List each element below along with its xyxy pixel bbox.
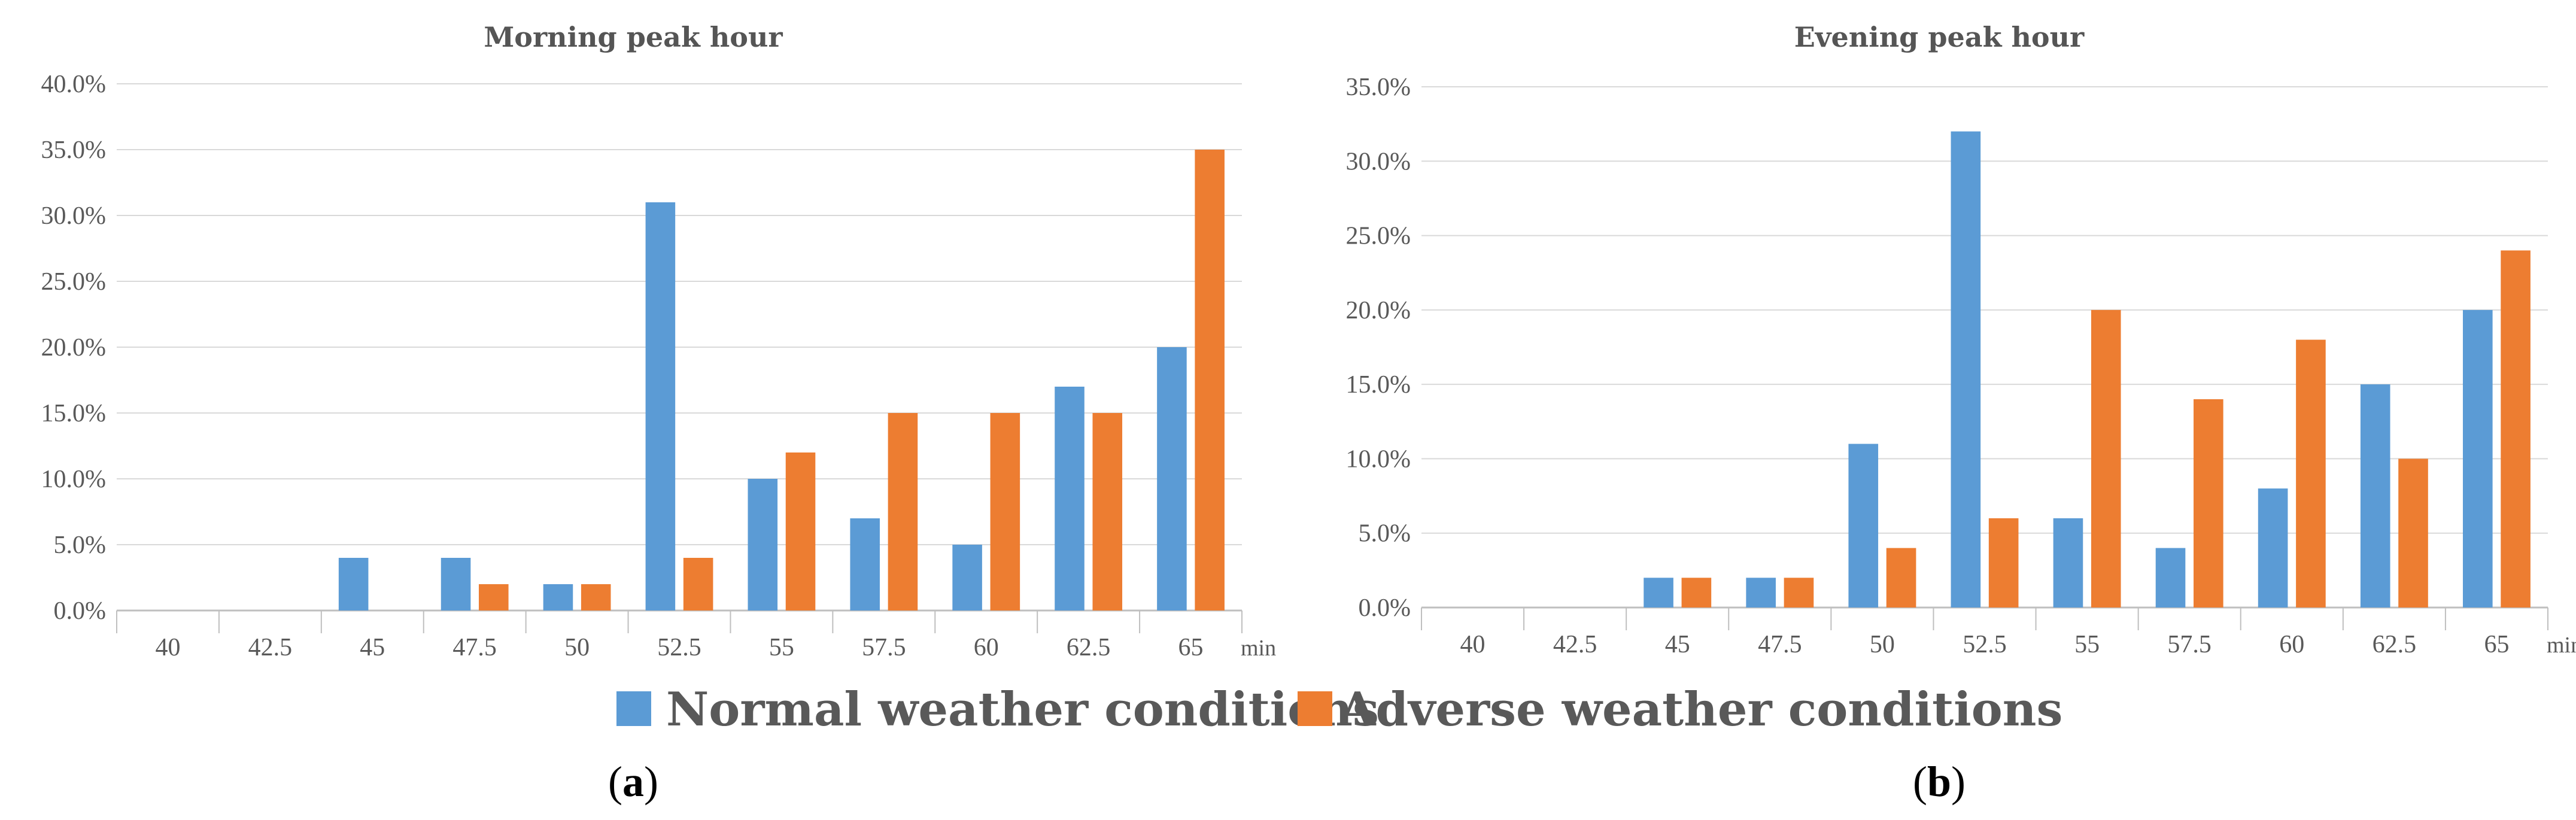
y-tick-label: 5.0% [1359, 520, 1411, 548]
bar-adverse-45 [1681, 578, 1712, 608]
bar-adverse-55 [2091, 309, 2121, 608]
y-tick-label: 25.0% [1346, 223, 1411, 250]
y-tick-label: 15.0% [1346, 371, 1411, 399]
x-tick-label: 52.5 [1963, 631, 2007, 658]
x-tick-label: 65 [1178, 634, 1204, 661]
bar-adverse-60 [2296, 339, 2326, 608]
bar-normal-57-5 [2155, 548, 2186, 608]
bar-normal-55 [2053, 518, 2083, 608]
x-tick-label: 55 [769, 634, 794, 661]
x-tick-label: 60 [2279, 631, 2304, 658]
bar-adverse-52-5 [1988, 518, 2019, 608]
x-tick-label: 60 [974, 634, 999, 661]
x-unit-label: min [1241, 636, 1276, 661]
bar-normal-65 [2462, 309, 2493, 608]
y-tick-label: 30.0% [41, 202, 107, 230]
bar-adverse-65 [1195, 150, 1225, 611]
bar-normal-52-5 [1951, 131, 1981, 608]
bar-adverse-62-5 [2398, 458, 2428, 608]
legend-label-normal: Normal weather conditions [666, 682, 1379, 737]
bar-adverse-50 [1886, 548, 1916, 608]
panel-label: (a) [608, 758, 658, 806]
bar-normal-57-5 [850, 518, 880, 611]
bar-normal-55 [748, 479, 778, 611]
y-tick-label: 20.0% [41, 334, 107, 362]
x-tick-label: 52.5 [657, 634, 701, 661]
x-tick-label: 47.5 [1758, 631, 1802, 658]
y-tick-label: 35.0% [1346, 74, 1411, 101]
bar-normal-60 [2258, 488, 2288, 608]
y-tick-label: 10.0% [41, 466, 107, 493]
bar-adverse-60 [990, 413, 1020, 611]
x-tick-label: 62.5 [1067, 634, 1111, 661]
bar-normal-45 [338, 558, 369, 611]
bar-normal-45 [1644, 578, 1673, 608]
chart-evening-peak: Evening peak hour 0.0% 5.0% 10.0% 15.0% 20.0%… [1346, 21, 2576, 806]
bar-adverse-52-5 [683, 558, 713, 611]
bar-adverse-62-5 [1092, 413, 1123, 611]
bar-normal-62-5 [2360, 384, 2390, 608]
x-tick-label: 55 [2074, 631, 2100, 658]
bar-normal-47-5 [1746, 578, 1776, 608]
y-tick-label: 5.0% [54, 532, 107, 559]
bar-adverse-47-5 [1784, 578, 1814, 608]
y-tick-label: 15.0% [41, 400, 107, 427]
y-tick-label: 25.0% [41, 268, 107, 296]
bar-normal-52-5 [645, 202, 676, 611]
bar-adverse-55 [785, 452, 816, 611]
y-tick-label: 0.0% [1359, 594, 1411, 622]
bar-normal-50 [543, 584, 573, 611]
x-tick-label: 42.5 [1553, 631, 1597, 658]
legend-label-adverse: Adverse weather conditions [1339, 682, 2062, 737]
x-tick-label: 42.5 [248, 634, 293, 661]
x-unit-label: min [2547, 633, 2576, 658]
bar-normal-60 [952, 545, 982, 611]
bar-adverse-65 [2501, 250, 2531, 608]
legend-swatch-normal [616, 691, 651, 726]
bar-adverse-57-5 [888, 413, 918, 611]
bar-normal-62-5 [1055, 387, 1085, 611]
bar-normal-50 [1848, 444, 1879, 608]
x-tick-label: 50 [1870, 631, 1895, 658]
y-tick-label: 40.0% [41, 71, 107, 98]
y-tick-label: 0.0% [54, 597, 107, 625]
chart-title: Morning peak hour [484, 21, 783, 53]
y-tick-label: 20.0% [1346, 297, 1411, 324]
x-tick-label: 47.5 [452, 634, 497, 661]
chart-title: Evening peak hour [1794, 21, 2085, 53]
bar-adverse-50 [581, 584, 611, 611]
x-tick-label: 50 [564, 634, 590, 661]
x-tick-label: 40 [1460, 631, 1486, 658]
y-tick-label: 10.0% [1346, 445, 1411, 473]
y-tick-label: 30.0% [1346, 148, 1411, 175]
bar-adverse-47-5 [479, 584, 509, 611]
chart-morning-peak: Morning peak hour 0.0% 5.0% 10.0% 15.0% 20.0%… [41, 21, 1277, 806]
x-tick-label: 45 [1665, 631, 1690, 658]
x-tick-label: 65 [2484, 631, 2509, 658]
x-tick-label: 62.5 [2373, 631, 2417, 658]
x-tick-label: 40 [155, 634, 180, 661]
bar-normal-47-5 [441, 558, 471, 611]
panel-label: (b) [1913, 758, 1966, 806]
bar-adverse-57-5 [2194, 399, 2223, 608]
x-tick-label: 57.5 [862, 634, 906, 661]
x-tick-label: 57.5 [2167, 631, 2212, 658]
bar-normal-65 [1157, 347, 1187, 611]
legend-swatch-adverse [1298, 691, 1332, 726]
y-tick-label: 35.0% [41, 136, 107, 164]
x-tick-label: 45 [360, 634, 385, 661]
